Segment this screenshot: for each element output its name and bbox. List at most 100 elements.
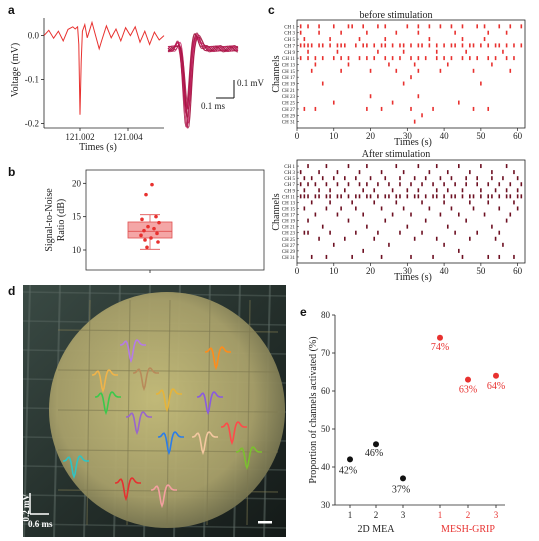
panel-c-top-channel-label: CH 29 bbox=[282, 114, 296, 119]
panel-c-bottom-spike-event bbox=[435, 236, 438, 241]
panel-b-point bbox=[143, 238, 147, 242]
panel-c-top-spike-event bbox=[458, 100, 460, 105]
panel-c-top-spike-event bbox=[314, 62, 317, 67]
panel-c-bottom-spike-event bbox=[450, 176, 453, 181]
mesh-ribbon bbox=[166, 299, 171, 526]
panel-c-top-channel-label: CH 31 bbox=[282, 121, 296, 126]
panel-c-bottom-spike-event bbox=[351, 254, 353, 259]
panel-c-bottom-channel-label: CH 13 bbox=[282, 201, 296, 206]
panel-c-bottom-spike-event bbox=[318, 188, 320, 193]
panel-c-bottom-spike-event bbox=[307, 194, 309, 199]
panel-d-scalebar-voltage-label: 0.2 mV bbox=[21, 494, 31, 522]
panel-c-bottom-x-tick-label: 40 bbox=[440, 266, 450, 276]
panel-c-bottom-spike-event bbox=[487, 182, 490, 187]
panel-a-y-label: Voltage (mV) bbox=[10, 43, 21, 98]
panel-c-bottom-spike-event bbox=[373, 236, 376, 241]
panel-c-bottom-spike-event bbox=[446, 170, 449, 175]
panel-d-length-scalebar bbox=[258, 521, 272, 524]
panel-e-point-label: 37% bbox=[392, 484, 410, 495]
panel-c-bottom-spike-event bbox=[329, 230, 331, 235]
spike-waveform bbox=[62, 455, 89, 480]
panel-c-bottom-spike-event bbox=[347, 218, 350, 223]
panel-c-top-spike-event bbox=[472, 106, 475, 111]
panel-c-bottom-x-label: Times (s) bbox=[394, 272, 432, 283]
panel-c-top-spike-event bbox=[421, 113, 423, 118]
panel-b-point bbox=[140, 217, 144, 222]
panel-c-top-spike-event bbox=[487, 56, 490, 61]
panel-c-bottom-spike-event bbox=[428, 170, 431, 175]
recorded-spike-waveforms bbox=[62, 339, 262, 509]
panel-c-top-spike-event bbox=[454, 43, 456, 48]
panel-c-top-x-tick-label: 0 bbox=[295, 131, 300, 141]
panel-c-bottom-spike-event bbox=[432, 182, 434, 187]
panel-c-bottom-spike-event bbox=[358, 194, 361, 199]
panel-a-scalebar-time-label: 0.1 ms bbox=[201, 101, 226, 111]
panel-c-bottom-spike-event bbox=[458, 164, 460, 169]
mesh-ribbon bbox=[246, 299, 251, 526]
panel-c-bottom-spike-event bbox=[358, 182, 361, 187]
panel-c-top-spike-event bbox=[373, 43, 376, 48]
panel-c-bottom-x-tick-label: 50 bbox=[476, 266, 486, 276]
panel-c-top-spike-event bbox=[380, 43, 383, 48]
panel-c-bottom-channel-label: CH 23 bbox=[282, 232, 296, 237]
panel-c-top-spike-event bbox=[487, 43, 490, 48]
panel-c-top-spike-event bbox=[336, 43, 339, 48]
panel-c-bottom-frame bbox=[296, 159, 526, 264]
panel-c-bottom-spike-event bbox=[380, 170, 383, 175]
panel-c-top-spike-event bbox=[494, 43, 497, 48]
panel-b-point bbox=[146, 224, 150, 229]
panel-c-bottom-spike-event bbox=[498, 254, 501, 259]
panel-c-bottom-spike-event bbox=[380, 206, 383, 211]
panel-c-top-spike-event bbox=[461, 43, 464, 48]
panel-c-bottom-spike-event bbox=[421, 230, 423, 235]
panel-c-bottom-spike-event bbox=[388, 182, 390, 187]
panel-c-top-spike-event bbox=[329, 37, 331, 42]
panel-c-bottom-spike-event bbox=[446, 188, 449, 193]
panel-c-top-spike-event bbox=[435, 56, 438, 61]
panel-c-bottom-spike-event bbox=[424, 218, 427, 223]
panel-c-bottom-spike-event bbox=[344, 236, 346, 241]
panel-c-top-spike-event bbox=[303, 37, 306, 42]
panel-c-top-spike-event bbox=[417, 24, 420, 29]
panel-c-top-spike-event bbox=[428, 24, 431, 29]
panel-c-top-spike-event bbox=[421, 43, 423, 48]
panel-c-top-spike-event bbox=[373, 56, 376, 61]
panel-c-top-spike-event bbox=[498, 24, 501, 29]
panel-c-top-spike-event bbox=[476, 56, 478, 61]
panel-c-top-spike-event bbox=[310, 68, 313, 73]
panel-c-bottom-spike-event bbox=[461, 254, 464, 259]
panel-c-bottom-spike-event bbox=[351, 200, 353, 205]
panel-c-top-spike-event bbox=[388, 62, 390, 67]
panel-c-bottom-spike-event bbox=[465, 182, 467, 187]
panel-c-top-spike-event bbox=[402, 49, 405, 54]
panel-b-y-label-line1: Signal-to-Noise bbox=[44, 188, 55, 252]
panel-c-bottom-spike-event bbox=[377, 230, 379, 235]
panel-c-top-spike-event bbox=[435, 43, 438, 48]
panel-c-bottom-spike-event bbox=[369, 194, 372, 199]
panel-c-bottom-spike-event bbox=[384, 194, 387, 199]
panel-c-top-spike-event bbox=[362, 43, 364, 48]
panel-c-bottom-spike-event bbox=[362, 212, 364, 217]
panel-c-bottom-spike-event bbox=[355, 194, 357, 199]
panel-c-top-spike-event bbox=[461, 37, 464, 42]
panel-b-y-tick-label: 15 bbox=[72, 212, 82, 222]
panel-c-bottom-channel-label: CH 21 bbox=[282, 226, 296, 231]
panel-c-bottom-x-tick-label: 10 bbox=[329, 266, 339, 276]
panel-a-voltage-trace bbox=[43, 20, 165, 115]
panel-c-bottom-spike-event bbox=[424, 194, 427, 199]
panel-c-bottom-spike-event bbox=[332, 242, 335, 247]
panel-e-group2-label: MESH-GRIP bbox=[441, 524, 495, 535]
panel-c-bottom-spike-event bbox=[461, 188, 464, 193]
panel-c-bottom-spike-event bbox=[516, 188, 519, 193]
panel-c-top-spike-event bbox=[410, 56, 412, 61]
panel-c-bottom-spike-event bbox=[491, 170, 493, 175]
panel-c-bottom-spike-event bbox=[450, 194, 453, 199]
panel-c-bottom-spike-event bbox=[509, 182, 512, 187]
panel-c-top-spike-event bbox=[439, 68, 442, 73]
panel-c-top-spike-event bbox=[513, 56, 515, 61]
panel-c-top-channel-label: CH 11 bbox=[282, 57, 296, 62]
panel-c-bottom-spike-event bbox=[480, 188, 482, 193]
panel-c-top-spike-event bbox=[469, 56, 471, 61]
panel-c-top-spike-event bbox=[340, 56, 342, 61]
panel-c-bottom-spike-event bbox=[469, 236, 471, 241]
